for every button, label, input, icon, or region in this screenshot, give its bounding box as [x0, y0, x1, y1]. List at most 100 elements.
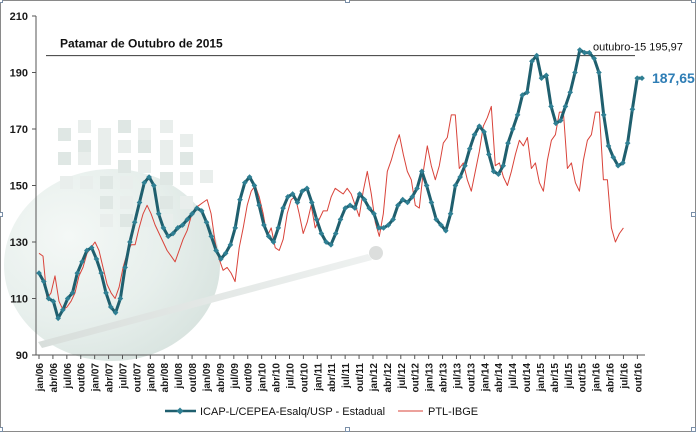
data-point-icap — [203, 219, 210, 226]
data-point-icap — [476, 123, 483, 130]
data-point-icap — [466, 145, 473, 152]
data-point-icap — [624, 140, 631, 146]
data-point-icap — [347, 202, 353, 209]
x-tick-label: out/09 — [244, 363, 255, 393]
pixel-square — [160, 196, 173, 209]
data-point-icap — [232, 225, 239, 231]
pixel-square — [138, 128, 151, 141]
data-point-icap — [596, 69, 602, 76]
data-point-icap — [529, 58, 535, 65]
data-point-icap — [198, 208, 205, 214]
pixel-square — [100, 196, 113, 209]
pixel-square — [100, 176, 113, 189]
data-point-icap — [509, 126, 516, 132]
data-point-icap — [457, 174, 463, 180]
y-tick-label: 130 — [10, 237, 28, 249]
data-point-icap — [289, 191, 296, 197]
x-tick-label: jan/14 — [480, 363, 491, 393]
y-tick-label: 190 — [10, 68, 28, 80]
data-point-icap — [189, 210, 195, 217]
x-tick-label: jul/07 — [118, 363, 129, 390]
data-point-icap — [385, 222, 392, 228]
data-point-icap — [179, 222, 186, 228]
x-tick-label: jan/10 — [258, 363, 269, 393]
data-point-icap — [533, 52, 540, 59]
data-point-icap — [141, 179, 148, 186]
resize-handle-top-center[interactable] — [345, 0, 350, 3]
resize-handle-middle-left[interactable] — [0, 212, 3, 217]
x-tick-label: abr/09 — [216, 363, 227, 393]
data-point-icap — [490, 168, 497, 175]
series-ptl-ibge — [38, 105, 624, 311]
data-point-icap — [79, 258, 85, 265]
pixel-square — [98, 152, 111, 165]
pixel-square — [160, 140, 173, 153]
resize-handle-top-left[interactable] — [0, 0, 3, 3]
data-point-icap — [84, 247, 90, 254]
data-point-icap — [452, 182, 459, 189]
data-point-icap — [610, 154, 617, 161]
data-point-icap — [409, 193, 416, 200]
data-point-icap — [146, 174, 152, 180]
pixel-square — [138, 160, 151, 173]
x-tick-label: abr/14 — [494, 363, 505, 393]
data-point-icap — [567, 89, 574, 96]
data-point-icap — [404, 199, 411, 206]
pixel-square — [138, 140, 151, 153]
data-point-icap — [170, 230, 176, 237]
data-point-icap — [270, 239, 277, 245]
data-point-icap — [112, 309, 119, 316]
data-point-icap — [265, 233, 272, 240]
data-point-icap — [103, 290, 109, 296]
pixel-square — [78, 120, 91, 133]
data-point-icap — [318, 230, 325, 237]
x-tick-label: jan/13 — [425, 363, 436, 393]
data-point-icap — [332, 230, 339, 237]
y-tick-label: 210 — [10, 11, 28, 23]
x-tick-label: jul/14 — [508, 363, 519, 390]
pixel-square — [118, 160, 131, 173]
x-tick-label: out/12 — [411, 363, 422, 393]
x-tick-label: out/11 — [355, 363, 366, 392]
x-tick-label: abr/10 — [272, 363, 283, 393]
legend-label-icap: ICAP-L/CEPEA-Esalq/USP - Estadual — [200, 406, 385, 418]
data-point-icap — [117, 295, 124, 302]
x-tick-label: jul/11 — [341, 363, 352, 389]
legend-item-ptl: PTL-IBGE — [398, 406, 478, 418]
data-point-icap — [64, 295, 71, 302]
data-point-icap — [275, 225, 282, 231]
x-tick-label: abr/07 — [105, 363, 116, 393]
data-point-icap — [122, 264, 128, 271]
pixel-square — [58, 152, 71, 165]
x-tick-label: jul/15 — [564, 363, 575, 390]
data-point-icap — [395, 202, 401, 209]
background-dot — [369, 246, 383, 260]
pixel-square — [60, 176, 73, 189]
data-point-icap — [337, 216, 344, 223]
background-decoration — [4, 169, 383, 361]
data-point-icap — [557, 117, 564, 124]
data-point-icap — [213, 247, 219, 254]
data-point-icap — [572, 69, 578, 76]
data-point-icap — [107, 304, 114, 310]
data-point-icap — [160, 225, 167, 231]
data-point-icap — [256, 202, 262, 209]
pixel-square — [118, 140, 131, 153]
data-point-icap — [98, 270, 105, 276]
reference-title: Patamar de Outubro de 2015 — [60, 37, 223, 51]
pixel-square — [80, 176, 93, 189]
data-point-icap — [323, 239, 329, 245]
data-point-icap — [519, 92, 526, 98]
x-tick-label: out/15 — [578, 363, 589, 393]
data-point-icap — [151, 182, 157, 189]
x-tick-label: jan/16 — [592, 363, 603, 393]
pixel-square — [180, 196, 193, 209]
data-point-icap — [342, 205, 349, 211]
data-point-icap — [352, 205, 358, 211]
data-point-icap — [481, 128, 487, 135]
x-tick-label: abr/12 — [383, 363, 394, 393]
y-tick-label: 170 — [10, 124, 28, 136]
x-tick-label: jul/08 — [174, 363, 185, 390]
data-point-icap — [615, 162, 621, 169]
x-tick-label: jan/06 — [35, 363, 46, 393]
